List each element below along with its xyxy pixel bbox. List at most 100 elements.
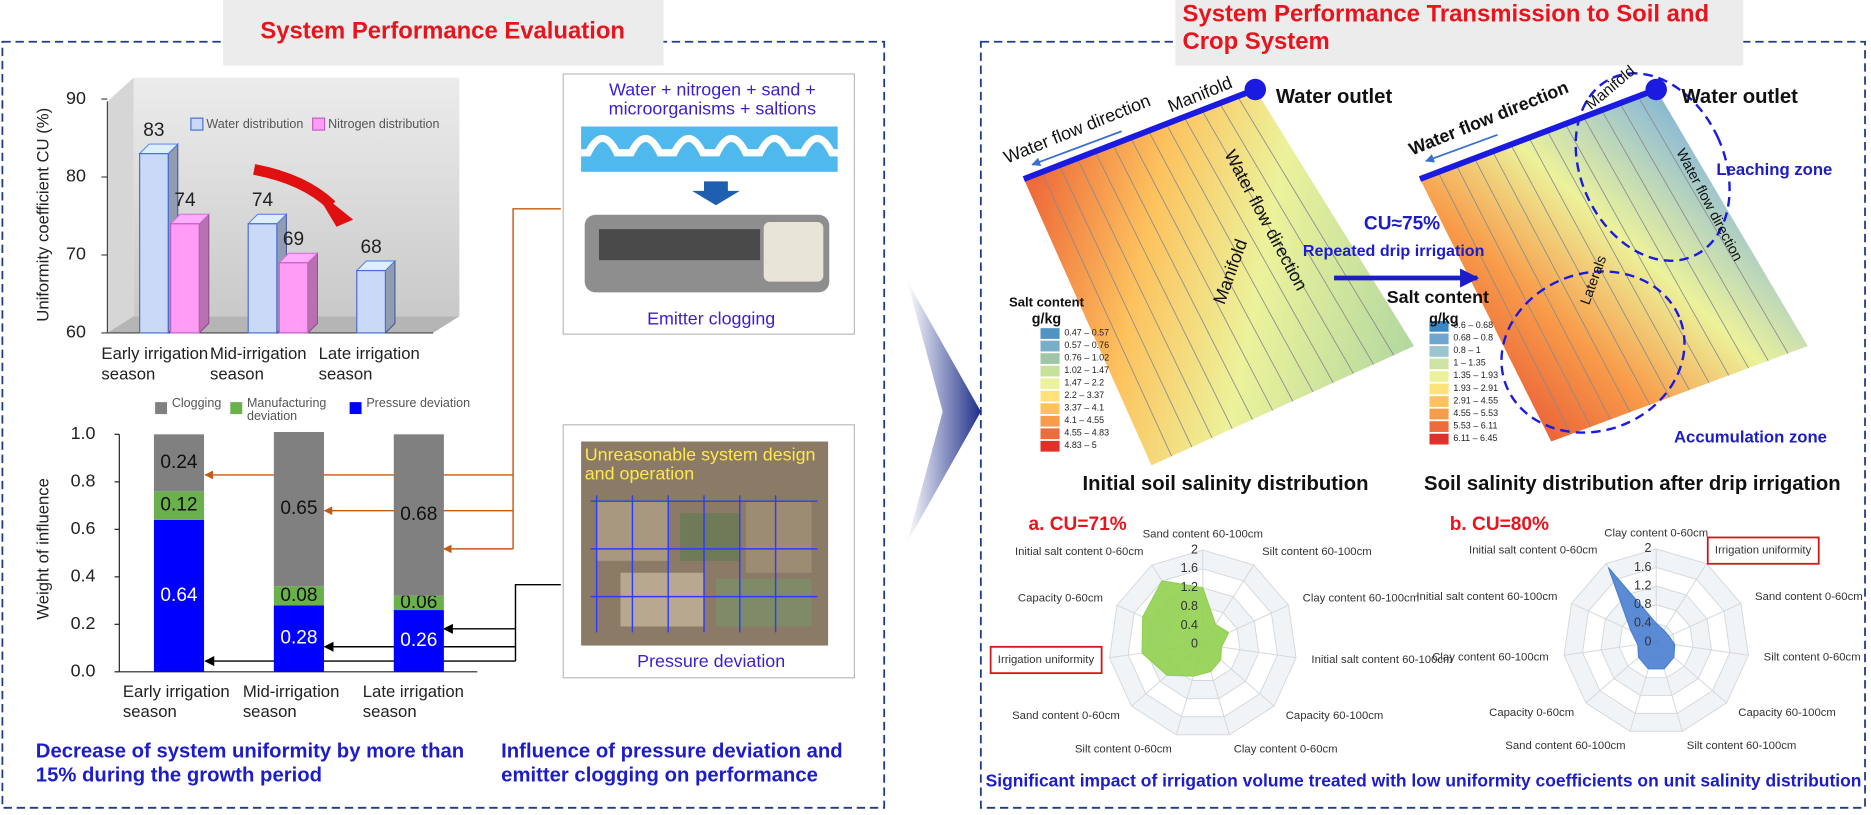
- value-label: 0.06: [400, 592, 437, 613]
- caption: Decrease of system uniformity by more th…: [35, 739, 465, 787]
- panel-title: System Performance Evaluation: [260, 18, 625, 45]
- legend-label: 1.02 – 1.47: [1064, 365, 1109, 375]
- x-tick-label-box: Late irrigation season: [363, 681, 464, 720]
- legend-label: 2.2 – 3.37: [1064, 390, 1104, 400]
- back-wall: [133, 77, 460, 317]
- legend-swatch: [1040, 353, 1060, 364]
- bar-segment: [393, 610, 444, 672]
- lateral-line: [1094, 151, 1233, 429]
- legend-label: 0.6 – 0.68: [1453, 320, 1493, 330]
- lateral-line: [1076, 158, 1213, 439]
- r-tick-label: 0: [1644, 634, 1651, 648]
- chart-title: b. CU=80%: [1450, 514, 1549, 535]
- legend-swatch: [1429, 346, 1449, 357]
- legend-swatch: [1040, 440, 1060, 452]
- x-tick-label-box: Late irrigation season: [318, 343, 420, 384]
- y-axis-label: Uniformity coefficient CU (%): [34, 108, 53, 322]
- legend-label: 6.11 – 6.45: [1453, 433, 1497, 443]
- legend-label: 0.47 – 0.57: [1064, 327, 1109, 337]
- water-outlet: [1645, 78, 1667, 101]
- process-cu: CU≈75%: [1364, 213, 1440, 234]
- bar-side: [384, 259, 396, 335]
- caption-box: Influence of pressure deviation and emit…: [501, 739, 843, 787]
- salinity-map: [1023, 89, 1414, 466]
- field-block: [715, 578, 812, 627]
- flow-arrow: [692, 181, 740, 206]
- axis-label: Silt content 60-100cm: [1687, 740, 1797, 752]
- y-tick-label: 60: [66, 322, 86, 342]
- water-wave: [581, 134, 839, 157]
- field-block: [745, 501, 812, 573]
- legend-label: Manufacturing deviation: [247, 397, 327, 424]
- bar-side: [198, 213, 210, 335]
- salinity-map: [1419, 89, 1808, 442]
- bar-segment: [153, 434, 205, 492]
- panel-frame: [979, 40, 1866, 809]
- bar: [169, 213, 210, 335]
- lateral-line: [1219, 103, 1374, 365]
- map-label: g/kg: [1032, 312, 1061, 328]
- water-outlet: [1244, 78, 1267, 101]
- bar: [278, 252, 319, 335]
- value-label: 0.64: [160, 585, 198, 606]
- axis-label: Clay content 0-60cm: [1604, 527, 1708, 539]
- axis-label: Sand content 60-100cm: [1143, 529, 1263, 541]
- value-label: 0.68: [400, 504, 437, 525]
- legend-label: 4.55 – 5.53: [1453, 408, 1498, 418]
- x-tick-label-box: Mid-irrigation season: [210, 344, 307, 383]
- x-tick-label-box: Early irrigation season: [101, 343, 209, 384]
- value-label: 0.28: [280, 628, 317, 649]
- lateral-line: [1528, 137, 1670, 398]
- x-tick-label: Early irrigation season: [101, 343, 209, 384]
- legend-label: 1 – 1.35: [1453, 358, 1485, 368]
- legend-label: 4.83 – 5: [1064, 440, 1096, 450]
- title-box: [223, 0, 664, 66]
- manifold-pipe: [1022, 86, 1257, 182]
- connector: [512, 208, 561, 549]
- legend-label: Pressure deviation: [366, 397, 471, 411]
- x-tick-label: Late irrigation season: [318, 343, 420, 384]
- legend-label: 3.37 – 4.1: [1064, 402, 1104, 412]
- legend-swatch: [1429, 358, 1449, 370]
- legend-swatch: [1429, 383, 1449, 395]
- value-label: 74: [174, 190, 196, 211]
- lateral-line: [1601, 109, 1749, 369]
- axis-label: Silt content 0-60cm: [1764, 651, 1861, 663]
- axis-label: Initial salt content 60-100cm: [1416, 591, 1557, 603]
- spoke: [1656, 602, 1742, 643]
- flow-arrow: [1031, 130, 1122, 167]
- y-tick-label: 80: [66, 166, 86, 186]
- value-label: 69: [283, 229, 304, 250]
- pressure-note-box: Unreasonable system design and operation: [584, 446, 816, 485]
- caption: Influence of pressure deviation and emit…: [501, 739, 843, 787]
- map-label: Initial soil salinity distribution: [1082, 473, 1368, 495]
- pressure-note: Unreasonable system design and operation: [584, 446, 816, 485]
- zone-outline: [1574, 72, 1731, 262]
- highlight-box: [989, 645, 1103, 675]
- r-tick-label: 1.2: [1181, 580, 1198, 594]
- legend-swatch: [1429, 408, 1449, 420]
- legend-label-box: Clogging: [172, 397, 221, 410]
- lateral-line: [1041, 171, 1173, 457]
- legend-label: 5.53 – 6.11: [1453, 420, 1497, 430]
- axis-label: Irrigation uniformity: [998, 654, 1095, 666]
- map-label: Water outlet: [1276, 86, 1393, 108]
- lateral-line: [1455, 165, 1592, 428]
- emitter-inputs: Water + nitrogen + sand + microorganisms…: [608, 81, 817, 120]
- r-tick-label: 0.8: [1181, 599, 1198, 613]
- manifold-pipe: [1418, 86, 1658, 182]
- bar-side: [307, 252, 318, 335]
- panel-title: System Performance Transmission to Soil …: [1182, 1, 1710, 55]
- r-tick-label: 1.2: [1634, 578, 1651, 592]
- r-tick-label: 2: [1191, 542, 1198, 556]
- legend-label: Nitrogen distribution: [328, 117, 439, 131]
- caption-box: Decrease of system uniformity by more th…: [35, 739, 465, 787]
- value-label: 0.65: [280, 498, 317, 519]
- map-label: Leaching zone: [1716, 160, 1832, 179]
- axis-label: Clay content 60-100cm: [1432, 651, 1549, 663]
- bar-front: [247, 223, 278, 334]
- legend-swatch: [1429, 320, 1449, 332]
- map-label: Soil salinity distribution after drip ir…: [1424, 473, 1841, 495]
- axis-label: Clay content 0-60cm: [1234, 744, 1338, 756]
